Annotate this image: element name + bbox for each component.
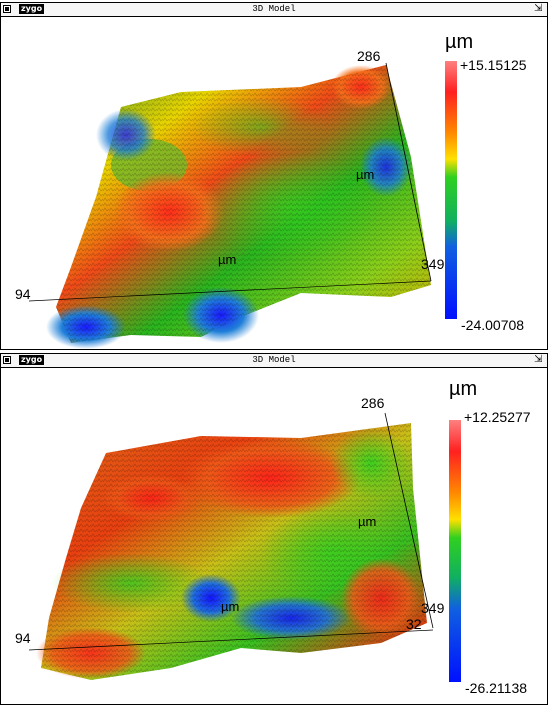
colorbar: [445, 61, 457, 319]
model-window-2: zygo 3D Model ⇲: [0, 353, 548, 705]
title-bar: zygo 3D Model ⇲: [1, 3, 547, 17]
back-corner-label: 286: [361, 395, 385, 411]
surface-unit-label: µm: [358, 514, 377, 529]
window-menu-icon[interactable]: [3, 356, 11, 364]
zygo-logo: zygo: [19, 4, 45, 14]
axis-right-edge: [385, 62, 432, 282]
resize-icon[interactable]: ⇲: [534, 3, 543, 14]
left-corner-label: 94: [15, 286, 31, 302]
surface-unit-label: µm: [356, 167, 375, 182]
title-bar: zygo 3D Model ⇲: [1, 354, 547, 368]
window-menu-icon[interactable]: [3, 5, 11, 13]
axis-right-edge: [384, 412, 434, 629]
colorbar-min-label: -26.21138: [465, 680, 528, 696]
surface-unit-label: µm: [218, 252, 237, 267]
resize-icon[interactable]: ⇲: [534, 354, 543, 365]
colorbar-unit-label: µm: [449, 378, 478, 400]
left-corner-label: 94: [15, 630, 31, 646]
window-title: 3D Model: [252, 4, 296, 14]
colorbar: [449, 420, 461, 682]
colorbar-max-label: +12.25277: [464, 409, 531, 425]
axis-front-edge: [28, 629, 434, 651]
right-corner-label: 349: [421, 600, 445, 616]
back-corner-label: 286: [357, 48, 381, 64]
colorbar-unit-label: µm: [445, 31, 474, 53]
colorbar-max-label: +15.15125: [460, 57, 527, 73]
colorbar-min-label: -24.00708: [461, 317, 525, 333]
model-window-1: zygo 3D Model ⇲: [0, 2, 548, 350]
axis-front-edge: [28, 280, 432, 302]
window-title: 3D Model: [252, 355, 296, 365]
surface-plot-3d[interactable]: [1, 17, 547, 349]
extra-tick-label: 32: [406, 616, 422, 632]
surface-unit-label: µm: [221, 599, 240, 614]
surface-plot-3d[interactable]: [1, 368, 547, 704]
zygo-logo: zygo: [19, 355, 45, 365]
right-corner-label: 349: [421, 256, 445, 272]
